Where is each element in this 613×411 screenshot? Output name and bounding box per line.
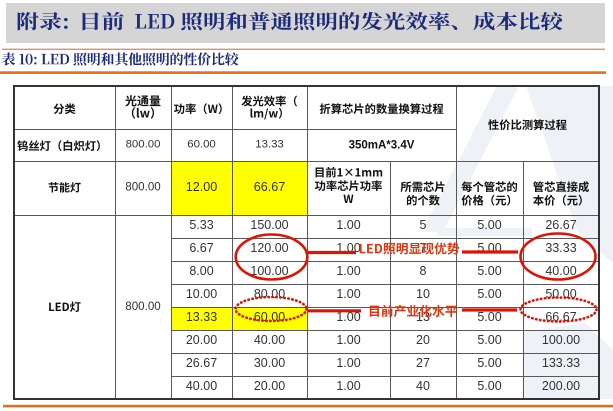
svg-text:1.00: 1.00 — [336, 310, 360, 324]
svg-text:1.00: 1.00 — [336, 356, 360, 370]
svg-text:66.67: 66.67 — [254, 180, 286, 194]
svg-text:150.00: 150.00 — [250, 218, 288, 232]
svg-text:27: 27 — [416, 356, 430, 370]
svg-text:800.00: 800.00 — [125, 300, 160, 313]
svg-text:6.67: 6.67 — [189, 241, 213, 255]
svg-text:20.00: 20.00 — [186, 333, 217, 347]
svg-text:1.00: 1.00 — [336, 264, 360, 278]
svg-text:8.00: 8.00 — [189, 264, 213, 278]
svg-text:40.00: 40.00 — [545, 264, 576, 278]
svg-text:200.00: 200.00 — [542, 379, 580, 393]
svg-text:5.00: 5.00 — [477, 287, 501, 301]
svg-text:100.00: 100.00 — [542, 333, 580, 347]
svg-text:1.00: 1.00 — [336, 287, 360, 301]
svg-text:12.00: 12.00 — [186, 180, 218, 194]
svg-text:20: 20 — [416, 333, 430, 347]
svg-text:13.33: 13.33 — [186, 310, 217, 324]
svg-text:800.00: 800.00 — [125, 181, 160, 194]
svg-text:1.00: 1.00 — [336, 218, 360, 232]
svg-text:350mA*3.4V: 350mA*3.4V — [349, 140, 415, 152]
svg-text:60.00: 60.00 — [187, 139, 216, 151]
svg-text:5.33: 5.33 — [189, 218, 213, 232]
svg-text:5.00: 5.00 — [477, 356, 501, 370]
svg-text:8: 8 — [420, 264, 427, 278]
svg-text:80.00: 80.00 — [254, 287, 285, 301]
svg-text:5.00: 5.00 — [477, 218, 501, 232]
svg-text:5.00: 5.00 — [477, 264, 501, 278]
svg-text:33.33: 33.33 — [545, 241, 576, 255]
svg-text:26.67: 26.67 — [545, 218, 576, 232]
svg-text:5.00: 5.00 — [477, 379, 501, 393]
svg-text:100.00: 100.00 — [250, 264, 288, 278]
svg-text:20.00: 20.00 — [254, 379, 285, 393]
svg-text:120.00: 120.00 — [250, 241, 288, 255]
svg-text:133.33: 133.33 — [542, 356, 580, 370]
svg-text:5.00: 5.00 — [477, 333, 501, 347]
svg-text:13.33: 13.33 — [255, 139, 284, 151]
svg-text:10: 10 — [416, 287, 430, 301]
svg-text:26.67: 26.67 — [186, 356, 217, 370]
svg-text:5: 5 — [420, 218, 427, 232]
svg-text:40: 40 — [416, 379, 430, 393]
svg-text:1.00: 1.00 — [336, 379, 360, 393]
svg-text:1.00: 1.00 — [336, 333, 360, 347]
svg-text:800.00: 800.00 — [126, 139, 161, 151]
svg-text:40.00: 40.00 — [254, 333, 285, 347]
svg-text:30.00: 30.00 — [254, 356, 285, 370]
svg-text:5.00: 5.00 — [477, 310, 501, 324]
svg-text:10.00: 10.00 — [186, 287, 217, 301]
svg-text:40.00: 40.00 — [186, 379, 217, 393]
